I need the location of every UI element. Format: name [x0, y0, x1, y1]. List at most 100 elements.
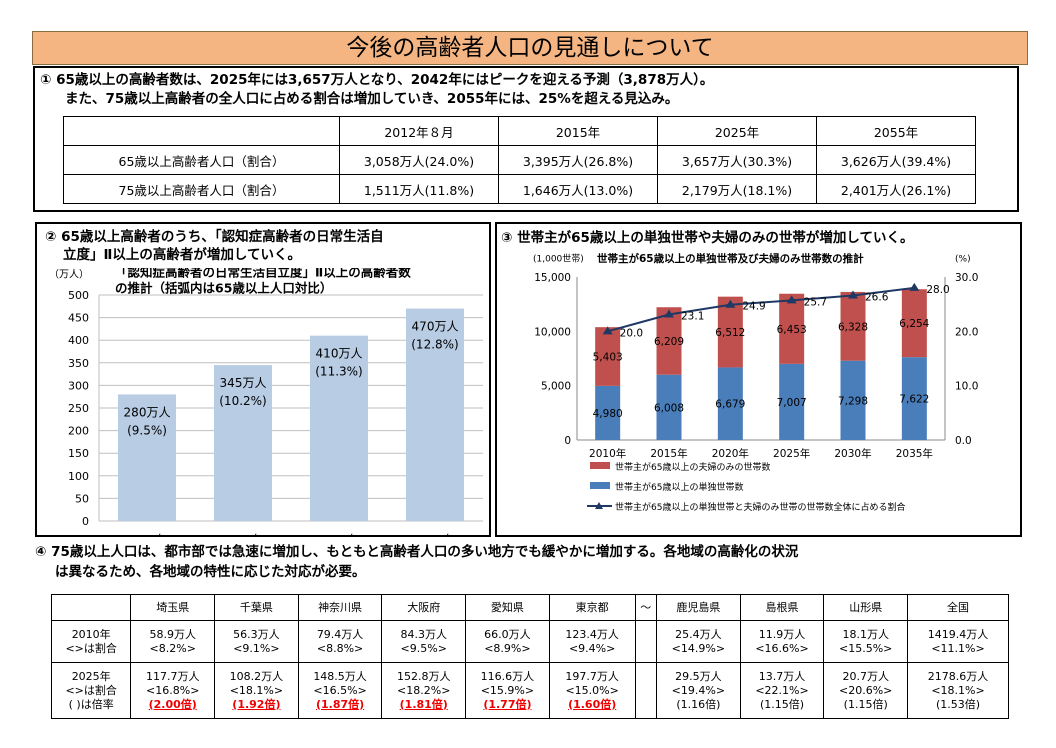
ratio-marker: [664, 309, 674, 318]
cell-line: (1.87倍): [315, 697, 365, 711]
cell-line: <9.1%>: [233, 641, 280, 655]
cell-line: <8.9%>: [484, 641, 531, 655]
table-cell: [634, 662, 658, 719]
table-cell: 108.2万人 <18.1%> (1.92倍): [214, 662, 299, 719]
cell-line: <8.2%>: [149, 641, 196, 655]
data-label: 6,328: [838, 321, 868, 333]
data-label: (12.8%): [411, 338, 458, 352]
cell-line: 79.4万人: [316, 627, 364, 641]
cell-line: 鹿児島県: [676, 600, 721, 614]
data-label: 6,453: [777, 324, 807, 336]
table-header: 2015年: [498, 116, 658, 146]
table-header: 2012年８月: [339, 116, 499, 146]
ratio-label: 26.6: [865, 291, 889, 303]
cell-line: <15.0%>: [565, 683, 619, 697]
table-cell: 大阪府: [381, 594, 467, 621]
table-cell: 鹿児島県: [656, 594, 741, 621]
chart-title: 世帯主が65歳以上の単独世帯及び夫婦のみ世帯数の推計: [597, 252, 864, 265]
cell-line: (1.92倍): [232, 697, 281, 711]
table-cell: 山形県: [823, 594, 909, 621]
data-label: 6,209: [654, 336, 684, 348]
y-tick-label: 350: [68, 357, 89, 370]
cell-line: 1419.4万人: [927, 627, 989, 641]
data-label: 4,980: [593, 408, 623, 420]
data-label: 470万人: [412, 320, 459, 334]
table-cell: 1,511万人(11.8%): [339, 174, 499, 204]
bar-couple: [595, 327, 621, 386]
data-label: (9.5%): [127, 423, 167, 437]
cell-line: 東京都: [575, 600, 609, 614]
legend-swatch: [590, 462, 610, 469]
bar-couple: [901, 289, 927, 358]
cell-line: <16.6%>: [755, 641, 809, 655]
cell-line: 18.1万人: [842, 627, 889, 641]
table-cell: 11.9万人 <16.6%>: [739, 620, 825, 663]
elderly-population-table: 2012年８月 2015年 2025年 2055年 65歳以上高齢者人口（割合）…: [63, 116, 976, 204]
table-cell: 29.5万人 <19.4%> (1.16倍): [656, 662, 741, 719]
data-label: 7,298: [838, 395, 868, 407]
cell-line: 埼玉県: [156, 600, 190, 614]
table-cell: 79.4万人 <8.8%>: [297, 620, 383, 663]
section-4-line1: ④ 75歳以上人口は、都市部では急速に増加し、もともと高齢者人口の多い地方でも緩…: [35, 544, 799, 560]
table-cell: 愛知県: [465, 594, 550, 621]
table-cell: 〜: [634, 594, 658, 621]
cell-line: <15.5%>: [839, 641, 893, 655]
legend-marker: [595, 502, 603, 509]
cell-line: 29.5万人: [675, 669, 722, 683]
table-cell: 13.7万人 <22.1%> (1.15倍): [739, 662, 825, 719]
section-1-line2: また、75歳以上高齢者の全人口に占める割合は増加していき、2055年には、25%…: [65, 91, 679, 107]
bar-single: [656, 374, 682, 440]
cell-line: <20.6%>: [839, 683, 893, 697]
ratio-label: 23.1: [681, 310, 704, 322]
y-tick-label: 5,000: [541, 381, 571, 393]
cell-line: 山形県: [849, 600, 883, 614]
section-1: ① 65歳以上の高齢者数は、2025年には3,657万人となり、2042年にはピ…: [33, 66, 1019, 212]
ratio-label: 24.9: [742, 301, 765, 313]
table-cell: 神奈川県: [297, 594, 383, 621]
cell-line: (1.15倍): [843, 697, 888, 711]
ratio-marker: [786, 295, 797, 304]
y-tick-label: 300: [68, 379, 89, 392]
cell-line: 197.7万人: [565, 669, 619, 683]
x-tick-label: 2015年: [650, 447, 687, 460]
ratio-line: [607, 286, 915, 333]
table-cell: 3,657万人(30.3%): [657, 145, 817, 175]
y2-unit-label: (%): [955, 255, 971, 265]
data-label: 7,622: [899, 394, 929, 406]
data-label: 7,007: [777, 397, 807, 409]
row-label: 2025年 <>は割合( )は倍率: [50, 662, 132, 719]
table-cell: 123.4万人 <9.4%>: [548, 620, 636, 663]
table-cell: 84.3万人 <9.5%>: [381, 620, 467, 663]
cell-line: <>は割合: [65, 683, 117, 697]
ratio-marker: [909, 282, 920, 291]
table-cell: 1419.4万人 <11.1%>: [907, 620, 1009, 663]
cell-line: 20.7万人: [842, 669, 889, 683]
bar: [118, 394, 176, 521]
cell-line: (1.15倍): [760, 697, 805, 711]
cell-line: <22.1%>: [755, 683, 809, 697]
data-label: (11.3%): [315, 365, 362, 379]
bar-single: [779, 363, 805, 440]
section-3: ③ 世帯主が65歳以上の単独世帯や夫婦のみの世帯が増加していく。 (1,000世…: [495, 222, 1022, 537]
table-cell: 東京都: [548, 594, 636, 621]
table-cell: 58.9万人 <8.2%>: [130, 620, 216, 663]
section-2: ② 65歳以上高齢者のうち、「認知症高齢者の日常生活自 立度」Ⅱ以上の高齢者が増…: [35, 222, 491, 537]
table-cell: 56.3万人 <9.1%>: [214, 620, 299, 663]
section-2-line1: ② 65歳以上高齢者のうち、「認知症高齢者の日常生活自: [45, 229, 384, 245]
legend-label: 世帯主が65歳以上の夫婦のみの世帯数: [615, 461, 770, 473]
table-row: 75歳以上高齢者人口（割合） 1,511万人(11.8%) 1,646万人(13…: [63, 174, 976, 204]
x-tick-label: 2035年: [896, 447, 933, 460]
cell-line: (1.53倍): [935, 697, 981, 711]
data-label: 6,254: [899, 318, 929, 330]
cell-line: <>は割合: [65, 641, 117, 655]
row-label: [50, 594, 132, 621]
cell-line: 108.2万人: [229, 669, 284, 683]
cell-line: (2.00倍): [148, 697, 197, 711]
ratio-label: 25.7: [804, 296, 827, 308]
cell-line: <18.2%>: [397, 683, 451, 697]
cell-line: <16.5%>: [313, 683, 367, 697]
cell-line: 84.3万人: [400, 627, 447, 641]
table-cell: 全国: [907, 594, 1009, 621]
y-tick-label: 500: [68, 289, 89, 302]
table-row: 埼玉県 千葉県 神奈川県 大阪府 愛知県 東京都 〜 鹿児島県 島根県 山形県 全国: [50, 594, 1009, 621]
